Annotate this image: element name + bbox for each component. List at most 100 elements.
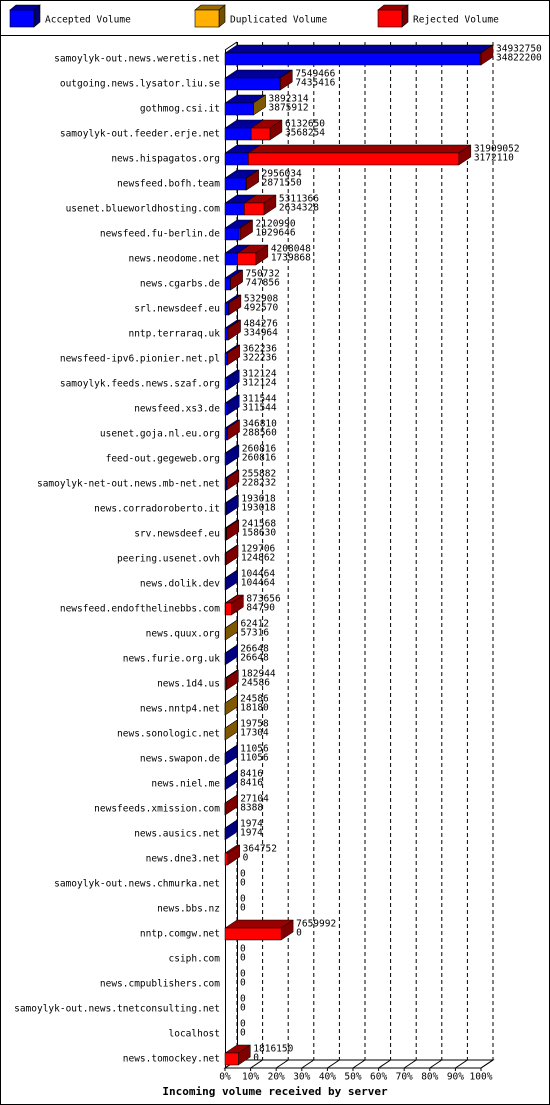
total-label: 873656 — [246, 594, 281, 605]
tick-mark — [301, 1059, 315, 1069]
bar-segment — [224, 927, 282, 941]
total-label: 129706 — [241, 544, 276, 555]
total-label: 311544 — [242, 394, 277, 405]
total-label: 3892314 — [269, 94, 309, 105]
tick-mark — [480, 1059, 494, 1069]
accepted-label: 228232 — [242, 478, 276, 489]
y-tick-label: news.niel.me — [151, 779, 220, 790]
tick-mark — [378, 1059, 391, 1069]
y-tick-label: samoylyk-net-out.news.mb-net.net — [37, 479, 220, 490]
total-label: 312124 — [242, 369, 277, 380]
bar-segment-top — [224, 44, 494, 54]
y-tick-label: newsfeeds.xmission.com — [94, 804, 220, 815]
total-label: 5311366 — [279, 194, 319, 205]
total-label: 8416 — [240, 769, 263, 780]
x-tick-label: 60% — [370, 1072, 387, 1083]
total-label: 0 — [240, 944, 246, 955]
y-tick-label: news.quux.org — [146, 629, 220, 640]
y-tick-label: news.hispagatos.org — [111, 154, 220, 165]
accepted-label: 11056 — [240, 753, 269, 764]
y-tick-label: usenet.blueworldhosting.com — [66, 204, 221, 215]
total-label: 7659992 — [296, 919, 336, 930]
y-tick-label: news.sonologic.net — [117, 729, 220, 740]
y-tick-label: outgoing.news.lysator.liu.se — [60, 79, 220, 90]
x-tick-label: 80% — [421, 1072, 438, 1083]
bar-segment — [238, 227, 241, 241]
accepted-label: 0 — [240, 1028, 246, 1039]
tick-mark — [275, 1059, 289, 1069]
x-axis-title: Incoming volume received by server — [162, 1085, 388, 1098]
y-tick-label: srl.newsdeef.eu — [134, 304, 220, 315]
bar-segment — [227, 327, 229, 341]
accepted-label: 7435416 — [295, 78, 335, 89]
x-tick-label: 0% — [219, 1072, 231, 1083]
accepted-label: 158630 — [242, 528, 277, 539]
tick-mark — [455, 1059, 468, 1069]
bar-segment — [224, 852, 228, 866]
accepted-label: 34822200 — [496, 53, 542, 64]
bar-segment — [224, 677, 227, 691]
bar-segment — [245, 177, 247, 191]
y-tick-label: news.tomockey.net — [123, 1054, 220, 1065]
legend-label: Accepted Volume — [45, 15, 131, 26]
accepted-label: 3568254 — [285, 128, 325, 139]
bar-segment — [224, 1052, 239, 1066]
x-tick-label: 20% — [268, 1072, 285, 1083]
y-tick-label: feed-out.gegeweb.org — [106, 454, 220, 465]
total-label: 484276 — [244, 319, 279, 330]
tick-mark — [403, 1059, 417, 1069]
accepted-label: 322236 — [243, 353, 278, 364]
legend-swatch — [9, 9, 35, 28]
corner-edge — [224, 41, 238, 51]
total-label: 532908 — [244, 294, 279, 305]
y-tick-label: nntp.terraraq.uk — [128, 329, 220, 340]
total-label: 7549466 — [295, 69, 335, 80]
total-label: 364752 — [243, 844, 277, 855]
bar-segment — [244, 202, 265, 216]
bar-segment — [224, 202, 245, 216]
y-tick-label: news.cgarbs.de — [140, 279, 220, 290]
y-tick-label: news.swapon.de — [140, 754, 220, 765]
bar-segment — [224, 377, 228, 391]
accepted-label: 8416 — [240, 778, 263, 789]
total-label: 2120990 — [256, 219, 296, 230]
bar-segment — [224, 352, 228, 366]
total-label: 104464 — [241, 569, 276, 580]
total-label: 193018 — [241, 494, 276, 505]
y-tick-label: news.1d4.us — [157, 679, 220, 690]
total-label: 750732 — [246, 269, 280, 280]
y-tick-label: peering.usenet.ovh — [117, 554, 220, 565]
bar-segment — [224, 52, 481, 66]
total-label: 260816 — [242, 444, 277, 455]
total-label: 0 — [240, 994, 246, 1005]
accepted-label: 311544 — [242, 403, 277, 414]
accepted-label: 2871550 — [262, 178, 302, 189]
accepted-label: 17304 — [240, 728, 269, 739]
total-label: 0 — [240, 969, 246, 980]
x-tick-label: 90% — [447, 1072, 464, 1083]
total-label: 255882 — [242, 469, 276, 480]
legend-swatch — [377, 9, 403, 28]
accepted-label: 334964 — [244, 328, 279, 339]
bar-segment — [225, 602, 232, 616]
total-label: 27104 — [240, 794, 269, 805]
y-tick-label: news.cmpublishers.com — [100, 979, 220, 990]
x-tick-label: 50% — [344, 1072, 361, 1083]
accepted-label: 747856 — [246, 278, 281, 289]
accepted-label: 0 — [240, 953, 246, 964]
accepted-label: 18180 — [240, 703, 269, 714]
bar-segment — [224, 102, 254, 116]
x-tick-label: 100% — [470, 1072, 493, 1083]
tick-mark — [352, 1059, 366, 1069]
x-tick-label: 10% — [242, 1072, 259, 1083]
accepted-label: 492570 — [244, 303, 279, 314]
y-tick-label: samoylyk-out.feeder.erje.net — [60, 129, 220, 140]
bar-segment — [224, 477, 227, 491]
y-tick-label: nntp.comgw.net — [140, 929, 220, 940]
accepted-label: 0 — [240, 1003, 246, 1014]
tick-mark — [429, 1059, 443, 1069]
accepted-label: 1739868 — [271, 253, 311, 264]
bar-segment — [224, 402, 228, 416]
legend-label: Rejected Volume — [413, 15, 499, 26]
bar-segment — [479, 52, 482, 66]
